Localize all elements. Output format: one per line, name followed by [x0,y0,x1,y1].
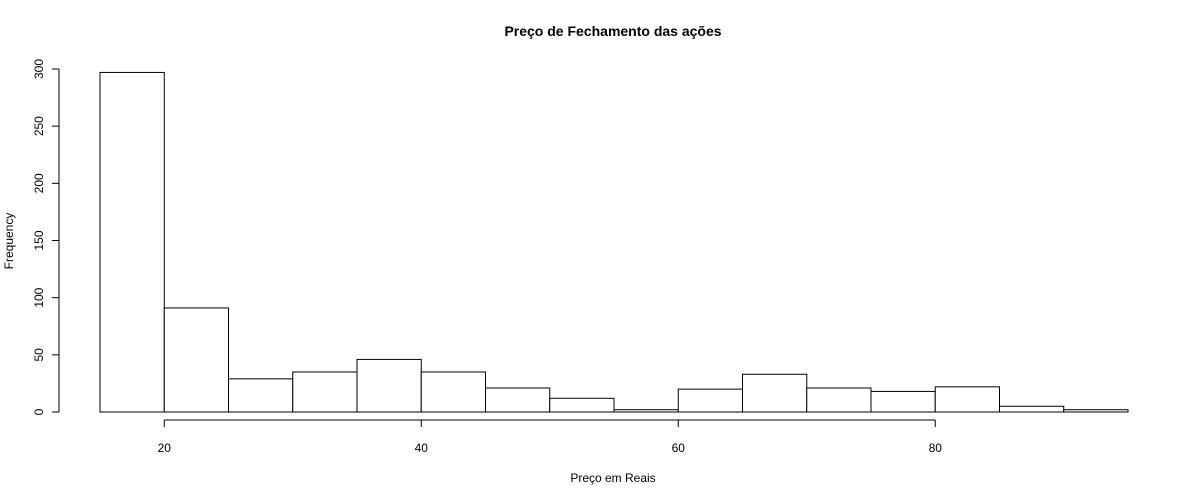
histogram-bar [356,358,422,413]
y-axis: 0 50 100 150 200 250 300 [32,59,60,415]
histogram-bar [870,390,936,413]
histogram-bar [163,307,229,413]
histogram-bar [420,371,486,413]
y-tick-label: 50 [32,348,46,362]
y-tick-label: 150 [32,230,46,250]
histogram-bar [806,387,872,413]
histogram-bar [228,378,294,413]
x-axis-label: Preço em Reais [570,471,655,485]
histogram-bar [934,386,1000,413]
histogram-bar [999,405,1065,413]
y-tick-label: 300 [32,59,46,79]
histogram-bar [485,387,551,413]
histogram-bar [99,71,165,413]
y-axis-label: Frequency [2,213,16,270]
x-axis: 20 40 60 80 [158,419,943,455]
histogram-bar [292,371,358,413]
histogram-bar [613,409,679,413]
x-tick-label: 60 [672,441,686,455]
chart-title: Preço de Fechamento das ações [504,23,721,39]
y-tick-label: 200 [32,173,46,193]
x-tick-label: 40 [415,441,429,455]
x-tick-label: 20 [158,441,172,455]
histogram-bar [677,388,743,413]
histogram-bar [742,373,808,413]
y-tick-label: 100 [32,287,46,307]
x-tick-label: 80 [929,441,943,455]
y-tick-label: 250 [32,116,46,136]
y-tick-label: 0 [32,408,46,415]
histogram-bar [1063,409,1129,413]
histogram-bar [549,397,615,413]
histogram-bars [99,71,1129,413]
